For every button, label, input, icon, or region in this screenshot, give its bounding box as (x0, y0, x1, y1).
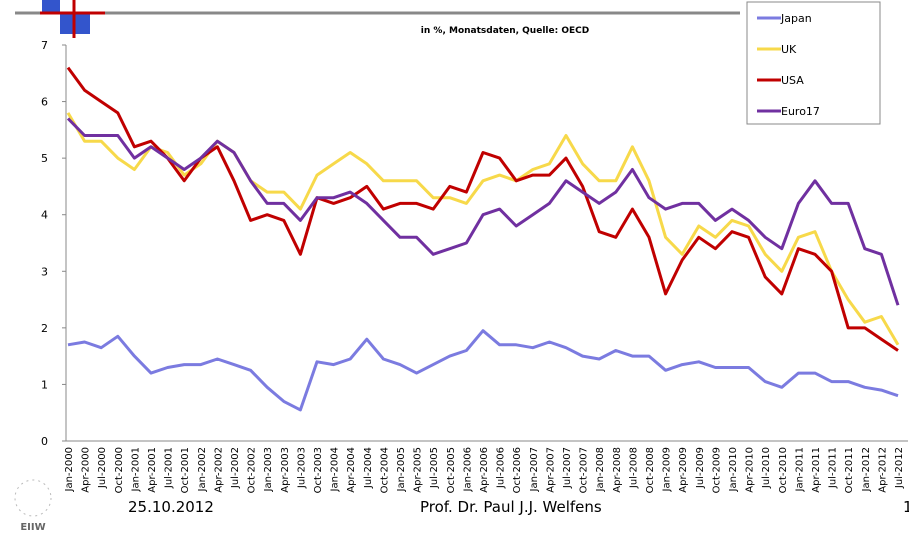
x-tick-label: Oct-2003 (313, 447, 324, 493)
x-tick-label: Jan-2010 (728, 447, 739, 492)
x-tick-label: Jul-2008 (628, 447, 639, 489)
x-tick-label: Oct-2004 (379, 447, 390, 493)
x-tick-label: Jul-2003 (296, 447, 307, 489)
x-tick-label: Jan-2007 (529, 447, 540, 492)
x-tick-label: Oct-2008 (645, 447, 656, 493)
x-tick-label: Apr-2000 (81, 447, 92, 493)
x-tick-label: Apr-2012 (877, 447, 888, 493)
y-tick-label: 1 (41, 378, 48, 391)
x-tick-label: Apr-2002 (213, 447, 224, 493)
header-square (42, 0, 60, 14)
series-line (66, 117, 900, 306)
x-tick-label: Jan-2008 (595, 447, 606, 492)
x-tick-label: Oct-2001 (180, 447, 191, 493)
x-tick-label: Jul-2009 (695, 447, 706, 489)
x-tick-label: Apr-2001 (147, 447, 158, 493)
x-tick-label: Jan-2009 (662, 447, 673, 492)
series-line (66, 112, 900, 346)
legend-label: Euro17 (781, 105, 820, 118)
x-tick-label: Jan-2002 (197, 447, 208, 492)
y-tick-label: 3 (41, 265, 48, 278)
x-tick-label: Jan-2003 (263, 447, 274, 492)
x-tick-label: Jul-2001 (164, 447, 175, 489)
x-tick-label: Jul-2007 (562, 447, 573, 489)
footer-date: 25.10.2012 (128, 498, 214, 516)
legend-label: UK (781, 43, 797, 56)
x-tick-label: Oct-2009 (711, 447, 722, 493)
x-tick-label: Jul-2006 (496, 447, 507, 489)
plot: 0 1 2 3 4 5 6 7 Jan-2000 Apr-2000 Jul-2000 Oct-2000… (41, 39, 905, 493)
x-tick-label: Jan-2000 (64, 447, 75, 492)
x-tick-label: Jan-2005 (396, 447, 407, 492)
logo-stars (14, 479, 52, 517)
x-tick-label: Jul-2012 (894, 447, 905, 489)
x-tick-label: Oct-2005 (446, 447, 457, 493)
legend-label: Japan (780, 12, 812, 25)
x-tick-label: Jul-2002 (230, 447, 241, 489)
x-tick-label: Oct-2002 (247, 447, 258, 493)
x-tick-label: Apr-2003 (280, 447, 291, 493)
x-tick-label: Jan-2012 (861, 447, 872, 492)
x-tick-label: Jan-2001 (130, 447, 141, 492)
x-tick-label: Oct-2011 (844, 447, 855, 493)
x-tick-label: Apr-2011 (811, 447, 822, 493)
x-tick-label: Jan-2004 (330, 447, 341, 492)
x-tick-label: Apr-2005 (413, 447, 424, 493)
legend-box (746, 1, 881, 125)
legend: Japan UK USA Euro17 (757, 12, 820, 118)
x-tick-label: Jan-2011 (794, 447, 805, 492)
x-tick-label: Jul-2011 (828, 447, 839, 489)
x-tick-label: Apr-2007 (545, 447, 556, 493)
x-tick-label: Apr-2010 (745, 447, 756, 493)
x-tick-label: Oct-2000 (114, 447, 125, 493)
logo-text: EIIW (20, 522, 45, 533)
x-tick-label: Apr-2008 (612, 447, 623, 493)
x-tick-label: Jul-2004 (363, 447, 374, 489)
series-line (67, 329, 899, 412)
legend-label: USA (781, 74, 804, 87)
x-tick-label: Jan-2006 (462, 447, 473, 492)
footer-author: Prof. Dr. Paul J.J. Welfens (420, 498, 602, 516)
x-tick-label: Oct-2010 (778, 447, 789, 493)
y-tick-label: 5 (41, 152, 48, 165)
x-tick-label: Apr-2006 (479, 447, 490, 493)
y-tick-label: 7 (41, 39, 48, 52)
x-tick-label: Apr-2009 (678, 447, 689, 493)
x-tick-label: Jul-2010 (761, 447, 772, 489)
y-tick-label: 2 (41, 322, 48, 335)
y-tick-label: 4 (41, 209, 48, 222)
chart-subtitle: in %, Monatsdaten, Quelle: OECD (421, 26, 589, 36)
page-number: 1 (903, 498, 909, 516)
y-tick-label: 0 (41, 435, 48, 448)
x-tick-label: Oct-2006 (512, 447, 523, 493)
x-tick-label: Jul-2005 (429, 447, 440, 489)
x-tick-label: Jul-2000 (97, 447, 108, 489)
x-tick-label: Apr-2004 (346, 447, 357, 493)
x-tick-label: Oct-2007 (579, 447, 590, 493)
y-tick-label: 6 (41, 96, 48, 109)
